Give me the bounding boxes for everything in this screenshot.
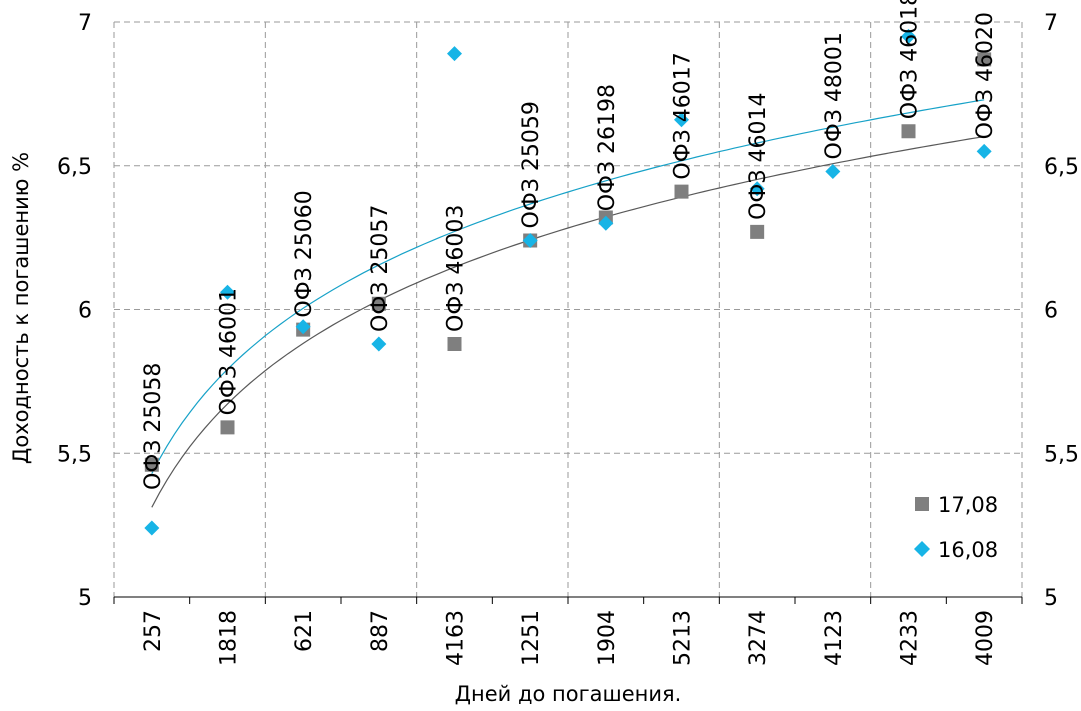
- trendline-series-0: [151, 135, 985, 508]
- point-label: ОФЗ 46018: [898, 0, 923, 119]
- x-tick-label: 621: [292, 610, 317, 652]
- marker-series-1: [598, 215, 614, 231]
- marker-series-1: [522, 233, 538, 248]
- marker-series-1: [447, 46, 462, 62]
- x-tick-label: 4123: [822, 610, 847, 666]
- x-tick-label: 1818: [217, 610, 242, 666]
- point-label: ОФЗ 25059: [519, 101, 544, 228]
- grid: [113, 21, 1023, 597]
- point-label: ОФЗ 46017: [671, 52, 696, 179]
- y-tick-label-left: 5: [78, 586, 92, 611]
- marker-series-0: [750, 224, 765, 239]
- marker-series-1: [371, 336, 387, 352]
- x-tick-label: 4233: [898, 610, 923, 666]
- y-tick-label-left: 6: [78, 299, 92, 324]
- legend-swatch-17-08: [915, 497, 929, 511]
- point-labels: ОФЗ 25058 ОФЗ 46001 ОФЗ 25060 ОФЗ 25057 ОФЗ …: [141, 0, 998, 490]
- marker-series-0: [977, 52, 992, 67]
- y-tick-label-right: 5: [1044, 586, 1058, 611]
- trendline-series-1: [151, 99, 985, 474]
- point-label: ОФЗ 25057: [368, 205, 393, 332]
- y-tick-label-left: 7: [78, 11, 92, 36]
- point-label: ОФЗ 48001: [822, 32, 847, 159]
- marker-series-1: [976, 143, 992, 159]
- x-tick-label: 5213: [671, 610, 696, 666]
- point-label: ОФЗ 46020: [973, 12, 998, 139]
- legend-swatch-16-08: [914, 541, 930, 557]
- y-tick-label-right: 6: [1044, 299, 1058, 324]
- y-tick-label-right: 6,5: [1044, 155, 1079, 180]
- point-label: ОФЗ 25058: [141, 363, 166, 490]
- point-label: ОФЗ 26198: [595, 84, 620, 211]
- point-label: ОФЗ 46003: [444, 205, 469, 332]
- marker-series-0: [371, 296, 386, 311]
- data-markers: [144, 28, 992, 536]
- legend: 17,08 16,08: [914, 493, 998, 562]
- y-tick-label-right: 7: [1044, 11, 1058, 36]
- x-tick-label: 1904: [595, 610, 620, 666]
- x-tick-label: 887: [368, 610, 393, 652]
- y-tick-label-left: 6,5: [57, 155, 92, 180]
- marker-series-1: [295, 319, 311, 335]
- marker-series-1: [144, 520, 160, 536]
- marker-series-0: [447, 337, 462, 351]
- x-tick-label: 4163: [444, 610, 469, 666]
- x-tick-label: 3274: [746, 610, 771, 666]
- x-tick-label: 257: [141, 610, 166, 652]
- marker-series-1: [220, 284, 235, 300]
- x-tick-label: 4009: [973, 610, 998, 666]
- x-axis-title: Дней до погашения.: [455, 682, 682, 706]
- marker-series-1: [749, 181, 765, 197]
- x-tick-label: 1251: [519, 610, 544, 666]
- y-tick-label-left: 5,5: [57, 442, 92, 467]
- axes: Дней до погашения. Доходность к погашени…: [9, 11, 1079, 706]
- marker-series-1: [825, 164, 841, 179]
- point-label: ОФЗ 46014: [746, 93, 771, 220]
- point-label: ОФЗ 25060: [292, 190, 317, 317]
- legend-label-17-08: 17,08: [938, 493, 998, 517]
- marker-series-0: [220, 420, 235, 435]
- y-axis-title: Доходность к погашению %: [9, 152, 33, 464]
- marker-series-1: [901, 28, 916, 44]
- marker-series-1: [674, 112, 689, 128]
- marker-series-0: [144, 457, 159, 472]
- y-tick-label-right: 5,5: [1044, 442, 1079, 467]
- legend-label-16-08: 16,08: [938, 538, 998, 562]
- trendlines: [151, 99, 985, 508]
- marker-series-0: [901, 124, 916, 139]
- marker-series-0: [674, 184, 689, 199]
- point-label: ОФЗ 46001: [217, 288, 242, 415]
